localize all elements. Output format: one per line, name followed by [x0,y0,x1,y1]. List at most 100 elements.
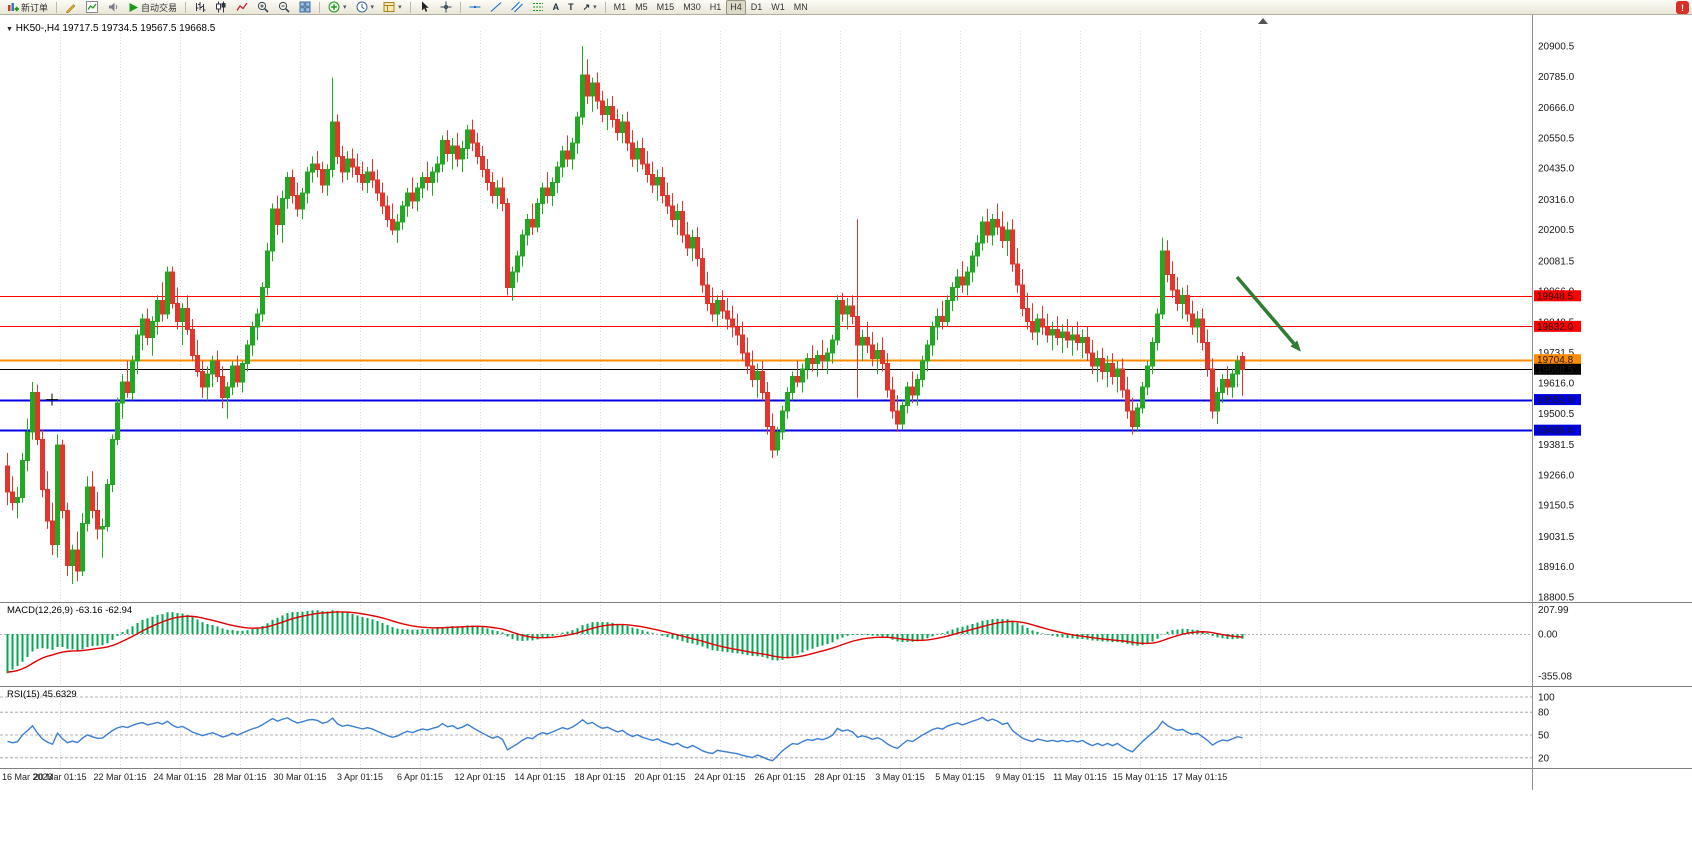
timeframe-toolbar: M1 M5 M15 M30 H1 H4 D1 W1 MN [610,0,812,15]
new-order-button[interactable]: 新订单 [3,0,52,15]
price-label-box [1534,424,1581,436]
timeframe-D1-button[interactable]: D1 [750,2,763,12]
svg-text:19500.5: 19500.5 [1538,409,1575,420]
timeframe-H4-button[interactable]: H4 [726,0,746,15]
rsi-panel[interactable]: 100 80 50 20 [0,686,1692,768]
trend-arrow-annotation[interactable] [1235,275,1296,345]
time-axis-label: 6 Apr 01:15 [396,772,444,782]
zoom-out-button[interactable] [274,0,294,15]
trend-arrow-head [1290,340,1301,352]
new-order-icon [7,1,19,13]
channel-button[interactable] [507,0,527,15]
chart-ohlc-values: 19717.5 19734.5 19567.5 19668.5 [62,23,216,34]
tile-windows-icon [299,1,311,13]
label-tool-button[interactable]: T [564,0,578,15]
time-axis-label: 22 Mar 01:15 [93,772,147,782]
time-axis-label: 24 Mar 01:15 [153,772,207,782]
new-order-label: 新订单 [21,2,49,13]
timeframe-M30-button[interactable]: M30 [683,2,701,12]
arrows-tool-button[interactable]: ↗ ▾ [579,0,601,15]
tile-windows-button[interactable] [295,0,315,15]
chart-shift-marker[interactable] [1258,18,1268,24]
svg-text:20316.0: 20316.0 [1538,195,1575,206]
sound-icon [107,1,119,13]
chart-collapse-icon[interactable]: ▼ [6,26,13,33]
svg-text:19381.5: 19381.5 [1538,440,1575,451]
periods-icon [356,1,368,13]
templates-icon [383,1,395,13]
chart-header: ▼ HK50-,H4 19717.5 19734.5 19567.5 19668… [6,23,215,34]
price-label-box [1534,394,1581,406]
horizontal-line-button[interactable] [465,0,485,15]
add-indicator-icon [328,1,340,13]
autotrading-icon [128,2,139,13]
svg-text:19266.0: 19266.0 [1538,470,1575,481]
new-chart-icon [86,1,99,13]
line-chart-button[interactable] [232,0,252,15]
svg-text:20900.5: 20900.5 [1538,42,1575,53]
new-chart-button[interactable] [82,0,102,15]
svg-text:20200.5: 20200.5 [1538,225,1575,236]
autotrading-button[interactable]: 自动交易 [124,0,181,15]
metaeditor-button[interactable] [61,0,81,15]
zoom-out-icon [278,1,290,13]
price-label-box [1534,290,1581,302]
crosshair-icon [440,1,452,13]
add-indicator-button[interactable]: ▾ [324,0,351,15]
sound-button[interactable] [103,0,123,15]
svg-text:80: 80 [1538,708,1550,719]
svg-text:20081.5: 20081.5 [1538,256,1575,267]
main-chart[interactable]: 20900.5 20785.0 20666.0 20550.5 20435.0 20316… [0,15,1692,602]
svg-text:19436.4: 19436.4 [1537,426,1574,437]
svg-text:19948.5: 19948.5 [1537,291,1574,302]
toolbar-separator [604,1,606,13]
svg-text:20666.0: 20666.0 [1538,103,1575,114]
price-label-box [1534,354,1581,366]
svg-text:19704.8: 19704.8 [1537,355,1574,366]
timeframe-MN-button[interactable]: MN [793,2,808,12]
svg-text:20435.0: 20435.0 [1538,164,1575,175]
periods-button[interactable]: ▾ [352,0,379,15]
timeframe-M5-button[interactable]: M5 [635,2,648,12]
time-axis-label: 30 Mar 01:15 [273,772,327,782]
time-axis-label: 16 Mar 2023 [2,772,53,782]
svg-text:-355.08: -355.08 [1538,672,1572,683]
time-axis-label: 17 May 01:15 [1172,772,1228,782]
time-axis-label: 14 Apr 01:15 [514,772,566,782]
toolbar-separator [56,1,58,13]
timeframe-H1-button[interactable]: H1 [709,2,722,12]
macd-panel[interactable]: 207.99 0.00 -355.08 [0,602,1692,686]
time-axis-label: 11 May 01:15 [1053,772,1107,782]
svg-text:18800.5: 18800.5 [1538,593,1575,603]
alert-icon[interactable]: ! [1676,1,1689,14]
candlestick-button[interactable] [211,0,231,15]
svg-text:20: 20 [1538,753,1550,764]
dropdown-caret-icon: ▾ [398,4,402,11]
time-axis-label: 28 Mar 01:15 [213,772,267,782]
dropdown-caret-icon: ▾ [370,4,375,11]
trendline-button[interactable] [486,0,506,15]
cursor-icon [419,1,431,13]
templates-button[interactable]: ▾ [379,0,406,15]
timeframe-M1-button[interactable]: M1 [613,2,627,12]
text-tool-icon: A [552,2,560,12]
bar-chart-button[interactable] [190,0,210,15]
rsi-indicator-label: RSI(15) 45.6329 [7,689,77,700]
timeframe-M15-button[interactable]: M15 [656,2,675,12]
time-axis-label: 3 Apr 01:15 [336,772,384,782]
svg-text:20785.0: 20785.0 [1538,72,1575,83]
text-tool-button[interactable]: A [549,0,564,15]
arrows-tool-icon: ↗ [582,1,591,12]
cross-marker[interactable] [46,393,58,406]
zoom-in-button[interactable] [253,0,273,15]
timeframe-W1-button[interactable]: W1 [771,2,785,12]
macd-signal-line [7,611,1243,673]
rsi-line [7,716,1243,762]
zoom-in-icon [257,1,269,13]
crosshair-button[interactable] [436,0,456,15]
cursor-button[interactable] [415,0,435,15]
svg-text:19668.5: 19668.5 [1537,365,1574,376]
fibonacci-button[interactable] [528,0,548,15]
toolbar-separator [409,1,411,13]
